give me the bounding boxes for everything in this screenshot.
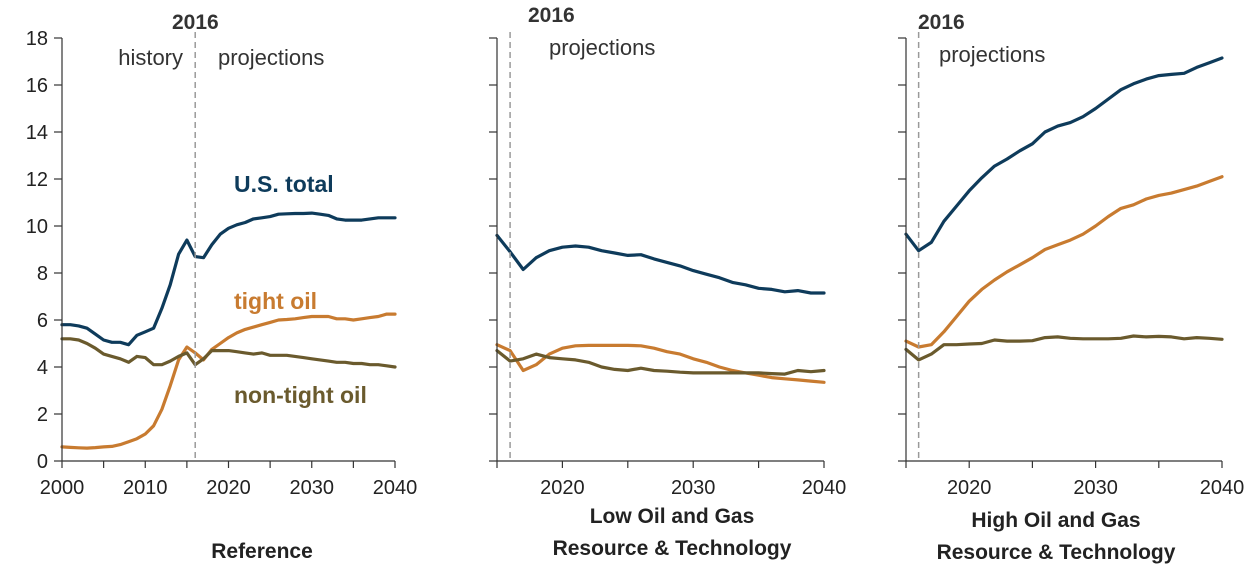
reference-x-tick-label: 2000: [40, 477, 85, 499]
low-series-tight-oil-line: [495, 343, 826, 384]
low-x-tick-label: 2030: [671, 477, 716, 499]
high-panel-title-line1: High Oil and Gas: [971, 509, 1140, 532]
high-axes: 2020 2030 2040: [898, 32, 1244, 499]
high-x-tick-label: 2020: [947, 477, 992, 499]
low-x-tick-label: 2040: [802, 477, 847, 499]
high-series-us-total-line: [904, 56, 1224, 253]
reference-x-tick-label: 2020: [206, 477, 251, 499]
reference-divider-year: 2016: [172, 11, 219, 34]
reference-projections-label: projections: [218, 45, 324, 70]
high-series-non-tight-oil-line: [904, 334, 1224, 362]
low-divider-year: 2016: [528, 4, 575, 27]
y-tick-label: 18: [26, 28, 48, 50]
y-tick-label: 4: [37, 357, 48, 379]
reference-panel-title: Reference: [211, 540, 313, 563]
y-tick-label: 12: [26, 169, 48, 191]
reference-series-us-total-line: [60, 211, 397, 347]
series-label-tight-oil: tight oil: [234, 288, 317, 314]
y-tick-label: 0: [37, 451, 48, 473]
y-tick-label: 8: [37, 263, 48, 285]
y-tick-label: 14: [26, 122, 48, 144]
high-x-tick-label: 2030: [1073, 477, 1118, 499]
low-series-us-total-line: [495, 233, 826, 295]
reference-series-tight-oil-line: [60, 312, 397, 450]
low-series-non-tight-oil-line: [495, 349, 826, 376]
y-tick-label: 16: [26, 75, 48, 97]
high-panel-title-line2: Resource & Technology: [937, 541, 1176, 564]
panel-reference: 2000 2010 2020 2030 2040 0 2 4 6 8 10 12 14 16 18 2016…: [26, 11, 418, 563]
low-series-layer: [495, 233, 826, 384]
low-x-tick-label: 2020: [540, 477, 585, 499]
high-divider-year: 2016: [918, 11, 965, 34]
high-series-layer: [904, 56, 1224, 362]
series-label-us-total: U.S. total: [234, 171, 334, 197]
high-projections-label: projections: [939, 42, 1045, 67]
reference-x-tick-label: 2010: [123, 477, 168, 499]
panel-high-oil-gas: 2020 2030 2040 2016 projections High Oil a…: [898, 11, 1244, 564]
reference-x-tick-label: 2030: [290, 477, 335, 499]
y-tick-label: 10: [26, 216, 48, 238]
panel-low-oil-gas: 2020 2030 2040 2016 projections Low Oil an…: [489, 4, 846, 560]
high-x-tick-label: 2040: [1200, 477, 1245, 499]
low-projections-label: projections: [549, 35, 655, 60]
low-panel-title-line2: Resource & Technology: [553, 537, 792, 560]
series-label-non-tight-oil: non-tight oil: [234, 382, 367, 408]
reference-series-non-tight-oil-line: [60, 337, 397, 369]
reference-x-tick-label: 2040: [373, 477, 418, 499]
y-tick-label: 2: [37, 404, 48, 426]
low-axes: 2020 2030 2040: [489, 32, 846, 499]
high-series-tight-oil-line: [904, 175, 1224, 349]
reference-series-layer: [60, 211, 397, 450]
reference-axes: 2000 2010 2020 2030 2040 0 2 4 6 8 10 12 14 16 18: [26, 28, 418, 499]
low-panel-title-line1: Low Oil and Gas: [590, 505, 755, 528]
reference-history-label: history: [118, 45, 183, 70]
y-tick-label: 6: [37, 310, 48, 332]
